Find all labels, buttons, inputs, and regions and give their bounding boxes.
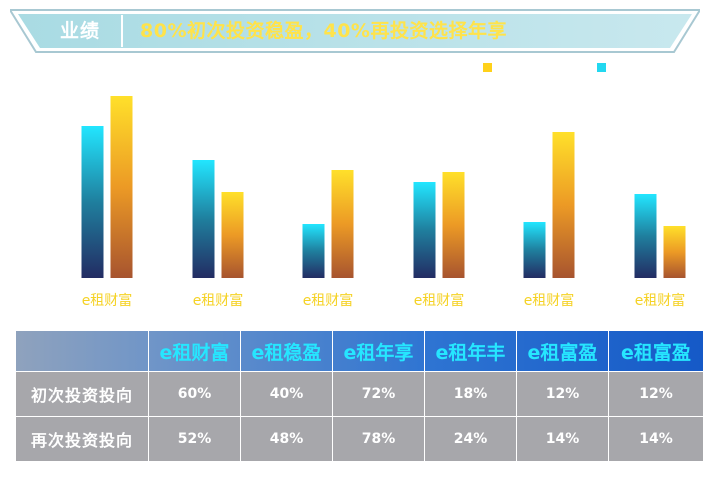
table-cell: 24% bbox=[424, 416, 517, 462]
bar-series-1-2 bbox=[192, 160, 215, 278]
x-tick-label: e租财富 bbox=[524, 292, 575, 309]
table-cell: 48% bbox=[240, 416, 333, 462]
table-cell: 14% bbox=[608, 416, 704, 462]
table-cell: 40% bbox=[240, 371, 333, 417]
bar-series-1-1 bbox=[81, 126, 104, 278]
bar-chart: e租财富 e租财富 e租财富 e租财富 e租财富 e租财富 bbox=[81, 96, 686, 309]
table-corner-cell bbox=[15, 330, 149, 372]
table-cell: 14% bbox=[516, 416, 609, 462]
bar-series-2-6 bbox=[663, 226, 686, 278]
column-header: e租富盈 bbox=[516, 330, 609, 372]
table-cell: 12% bbox=[516, 371, 609, 417]
x-tick-label: e租财富 bbox=[193, 292, 244, 309]
row-label: 初次投资投向 bbox=[15, 371, 149, 417]
column-header: e租年享 bbox=[332, 330, 425, 372]
table-cell: 18% bbox=[424, 371, 517, 417]
column-header: e租富盈 bbox=[608, 330, 704, 372]
bar-series-2-5 bbox=[552, 132, 575, 278]
header-banner: 业绩 80%初次投资稳盈，40%再投资选择年享 bbox=[10, 8, 700, 54]
bar-series-2-1 bbox=[110, 96, 133, 278]
column-header: e租年丰 bbox=[424, 330, 517, 372]
header-banner-shape bbox=[10, 9, 700, 53]
bar-series-1-5 bbox=[523, 222, 546, 278]
legend-swatch-series-1 bbox=[597, 63, 606, 72]
table-cell: 60% bbox=[148, 371, 241, 417]
bar-series-2-3 bbox=[331, 170, 354, 278]
bar-series-1-3 bbox=[302, 224, 325, 278]
column-header: e租稳盈 bbox=[240, 330, 333, 372]
table-row: 初次投资投向 60% 40% 72% 18% 12% 12% bbox=[15, 371, 704, 417]
bar-series-1-6 bbox=[634, 194, 657, 278]
x-tick-label: e租财富 bbox=[303, 292, 354, 309]
allocation-table: e租财富 e租稳盈 e租年享 e租年丰 e租富盈 e租富盈 初次投资投向 60%… bbox=[15, 330, 704, 462]
legend-swatch-series-2 bbox=[483, 63, 492, 72]
table-cell: 12% bbox=[608, 371, 704, 417]
title-divider bbox=[121, 15, 123, 47]
table-row: 再次投资投向 52% 48% 78% 24% 14% 14% bbox=[15, 416, 704, 462]
section-title: 业绩 bbox=[60, 20, 101, 42]
column-header: e租财富 bbox=[148, 330, 241, 372]
x-tick-label: e租财富 bbox=[635, 292, 686, 309]
table-header-row: e租财富 e租稳盈 e租年享 e租年丰 e租富盈 e租富盈 bbox=[15, 330, 704, 372]
bar-series-2-2 bbox=[221, 192, 244, 278]
table-cell: 78% bbox=[332, 416, 425, 462]
page-subtitle: 80%初次投资稳盈，40%再投资选择年享 bbox=[140, 20, 507, 42]
bar-series-2-4 bbox=[442, 172, 465, 278]
row-label: 再次投资投向 bbox=[15, 416, 149, 462]
x-tick-label: e租财富 bbox=[82, 292, 133, 309]
table-cell: 52% bbox=[148, 416, 241, 462]
x-tick-label: e租财富 bbox=[414, 292, 465, 309]
bar-series-1-4 bbox=[413, 182, 436, 278]
table-cell: 72% bbox=[332, 371, 425, 417]
